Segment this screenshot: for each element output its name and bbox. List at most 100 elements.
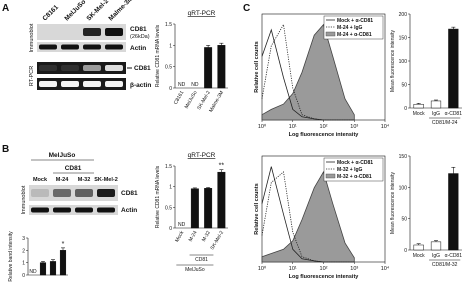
legend-label: M-32 + IgG (337, 167, 363, 173)
x-tick-label: 10³ (350, 266, 358, 272)
legend-label: Mock + α-CD81 (337, 160, 373, 166)
y-tick-label: 1.5 (165, 22, 172, 28)
x-tick-label: C8161 (173, 90, 186, 106)
blot-strip (29, 205, 118, 215)
chart-title: qRT-PCR (188, 152, 216, 159)
blot-band (75, 207, 93, 213)
lane-label: C8161 (41, 4, 60, 23)
x-tick-label: IgG (432, 111, 440, 117)
y-tick-label: 0 (169, 226, 172, 232)
y-tick-label: 100 (399, 185, 408, 191)
blot-band (53, 207, 71, 213)
y-axis-label: Mean fluorescence intensity (390, 172, 396, 234)
lane-label: Mock (33, 177, 48, 183)
y-tick-label: 150 (399, 36, 408, 42)
x-tick-label: 10⁰ (258, 265, 267, 272)
y-tick-label: 1 (169, 185, 172, 191)
blot-strip (37, 62, 126, 74)
y-tick-label: 3 (22, 236, 25, 242)
blot-band (97, 207, 115, 213)
y-axis-label: Relative CD81 mRNA levels (155, 24, 161, 87)
y-tick-label: 0.5 (165, 205, 172, 211)
blot-band (53, 189, 71, 197)
legend-swatch (325, 31, 336, 37)
panel-label: A (2, 3, 9, 14)
y-tick-label: 0 (22, 273, 25, 279)
x-tick-label: α-CD81 (445, 111, 463, 117)
blot-band (75, 189, 93, 197)
y-tick-label: 50 (401, 83, 407, 89)
blot-band (61, 81, 79, 87)
bar (413, 244, 424, 251)
y-axis-label: Mean fluorescence intensity (390, 30, 396, 92)
legend-label: M-32 + α-CD81 (337, 174, 372, 180)
row-label: CD81 (121, 190, 138, 197)
y-tick-label: 200 (399, 12, 408, 18)
blot-band (39, 44, 57, 50)
legend-label: M-24 + IgG (337, 25, 363, 31)
value-label: ND (191, 82, 199, 88)
x-tick-label: Mock (174, 230, 185, 244)
bar (448, 28, 459, 109)
value-label: ND (178, 82, 186, 88)
group-label: CD81 (195, 257, 208, 263)
section-label: Immunoblot (21, 185, 27, 214)
lane-label: M-24 (56, 177, 69, 183)
lane-label: MelJuSo (63, 0, 87, 22)
lane-label: Malme-3M (107, 0, 134, 22)
legend-label: M-24 + α-CD81 (337, 32, 372, 38)
blot-band (105, 44, 123, 50)
lane-label: SK-Mel-2 (94, 177, 118, 183)
y-tick-label: 2 (22, 248, 25, 254)
bar (413, 103, 424, 109)
x-tick-label: 10⁴ (381, 265, 390, 272)
group-label: CD81 (65, 165, 82, 172)
x-tick-label: 10¹ (289, 266, 297, 272)
blot-band (31, 189, 49, 197)
x-tick-label: α-CD81 (445, 253, 463, 259)
lane-label: M-32 (78, 177, 91, 183)
panel-label: C (243, 3, 250, 14)
lane-label: SK-Mel-2 (85, 0, 110, 22)
chart-title: qRT-PCR (188, 10, 216, 17)
x-axis-label: Log fluorescence intensity (289, 132, 360, 138)
bar (217, 45, 226, 89)
y-tick-label: 100 (399, 59, 408, 65)
histogram-line (261, 28, 355, 121)
x-tick-label: 10³ (350, 124, 358, 130)
section-label: Immunoblot (29, 23, 35, 52)
blot-band (31, 207, 49, 213)
blot-strip (37, 42, 126, 52)
group-label: CD81/M-32 (432, 262, 458, 268)
legend-label: Mock + α-CD81 (337, 18, 373, 24)
bar (204, 188, 213, 229)
y-tick-label: 0 (169, 86, 172, 92)
bar (39, 262, 47, 276)
x-tick-label: Mock (413, 111, 425, 117)
blot-band (83, 65, 101, 71)
bar (190, 188, 199, 229)
blot-band (61, 65, 79, 71)
row-label: CD81 (130, 26, 147, 33)
row-label: Actin (130, 45, 146, 52)
bar (49, 261, 57, 276)
legend-box (323, 157, 384, 182)
y-tick-label: 1 (22, 261, 25, 267)
x-tick-label: Mock (413, 253, 425, 259)
panel-label: B (2, 144, 9, 155)
y-axis-label: Relative band intensity (8, 231, 14, 282)
bar (430, 100, 442, 109)
group-label: MelJuSo (185, 267, 205, 273)
row-label: (26kDa) (130, 34, 150, 40)
bar (204, 47, 213, 89)
value-label: ND (178, 222, 186, 228)
group-label: MelJuSo (49, 152, 76, 159)
annotation: * (62, 241, 65, 248)
blot-band (105, 28, 123, 36)
blot-band (105, 65, 123, 71)
group-label: CD81/M-24 (432, 120, 458, 126)
x-tick-label: 10¹ (289, 124, 297, 130)
x-tick-label: IgG (432, 253, 440, 259)
x-tick-label: M-32 (201, 230, 212, 243)
